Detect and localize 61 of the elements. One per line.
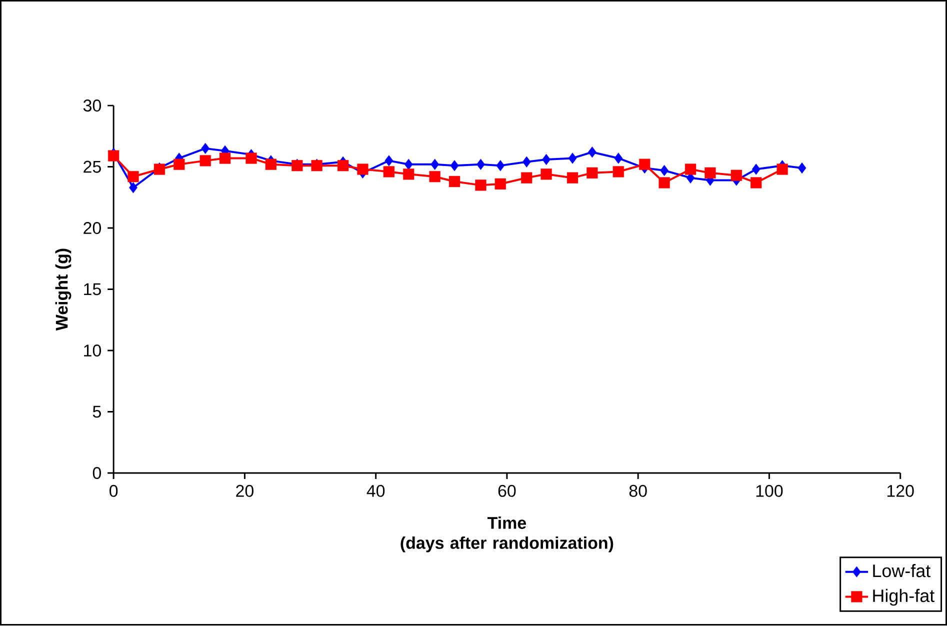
- y-tick-label: 25: [84, 161, 101, 174]
- x-tick-label: 60: [498, 485, 516, 498]
- point: [404, 159, 413, 170]
- point: [403, 168, 414, 180]
- legend-label: High-fat: [873, 589, 934, 606]
- point: [201, 143, 210, 154]
- point: [200, 155, 211, 166]
- point: [450, 160, 459, 172]
- point: [476, 159, 485, 170]
- legend-label: Low-fat: [873, 564, 930, 578]
- point: [108, 150, 120, 162]
- point: [752, 164, 760, 176]
- point: [588, 146, 596, 158]
- point: [337, 160, 349, 172]
- point: [430, 159, 440, 170]
- point: [568, 152, 577, 164]
- point: [384, 155, 394, 166]
- point: [129, 182, 138, 194]
- point: [684, 164, 696, 176]
- y-tick-label: 15: [84, 284, 101, 296]
- x-tick-label: 40: [366, 485, 385, 498]
- point: [750, 177, 762, 189]
- x-tick-label: 0: [110, 485, 118, 498]
- point: [448, 176, 460, 188]
- point: [704, 168, 716, 179]
- point: [542, 154, 550, 166]
- point: [219, 152, 231, 164]
- point: [614, 152, 623, 164]
- point: [383, 166, 395, 178]
- point: [494, 178, 506, 190]
- y-tick-label: 0: [92, 467, 101, 480]
- x-tick-label: 80: [629, 485, 647, 498]
- point: [586, 168, 598, 179]
- point: [521, 172, 532, 184]
- y-tick-label: 20: [84, 222, 101, 234]
- point: [660, 165, 668, 176]
- point: [612, 166, 624, 178]
- y-tick-label: 30: [83, 100, 101, 112]
- point: [174, 159, 185, 170]
- point: [776, 164, 788, 176]
- x-tick-label: 20: [236, 485, 254, 498]
- point: [730, 170, 742, 182]
- x-axis-title: Time (days after randomization): [400, 516, 614, 553]
- point: [540, 168, 552, 180]
- point: [798, 162, 806, 174]
- point: [429, 171, 440, 182]
- point: [522, 156, 531, 168]
- x-tick-label: 120: [887, 485, 914, 498]
- x-tick-label: 100: [756, 485, 783, 498]
- point: [496, 160, 505, 172]
- y-axis-title: Weight (g): [55, 249, 72, 331]
- point: [128, 171, 139, 182]
- point: [357, 164, 368, 176]
- point: [639, 159, 650, 170]
- y-tick-label: 10: [84, 344, 101, 357]
- point: [658, 177, 670, 189]
- y-tick-label: 5: [92, 406, 101, 418]
- point: [566, 172, 578, 184]
- point: [475, 180, 486, 191]
- point: [265, 159, 276, 170]
- point: [246, 152, 257, 164]
